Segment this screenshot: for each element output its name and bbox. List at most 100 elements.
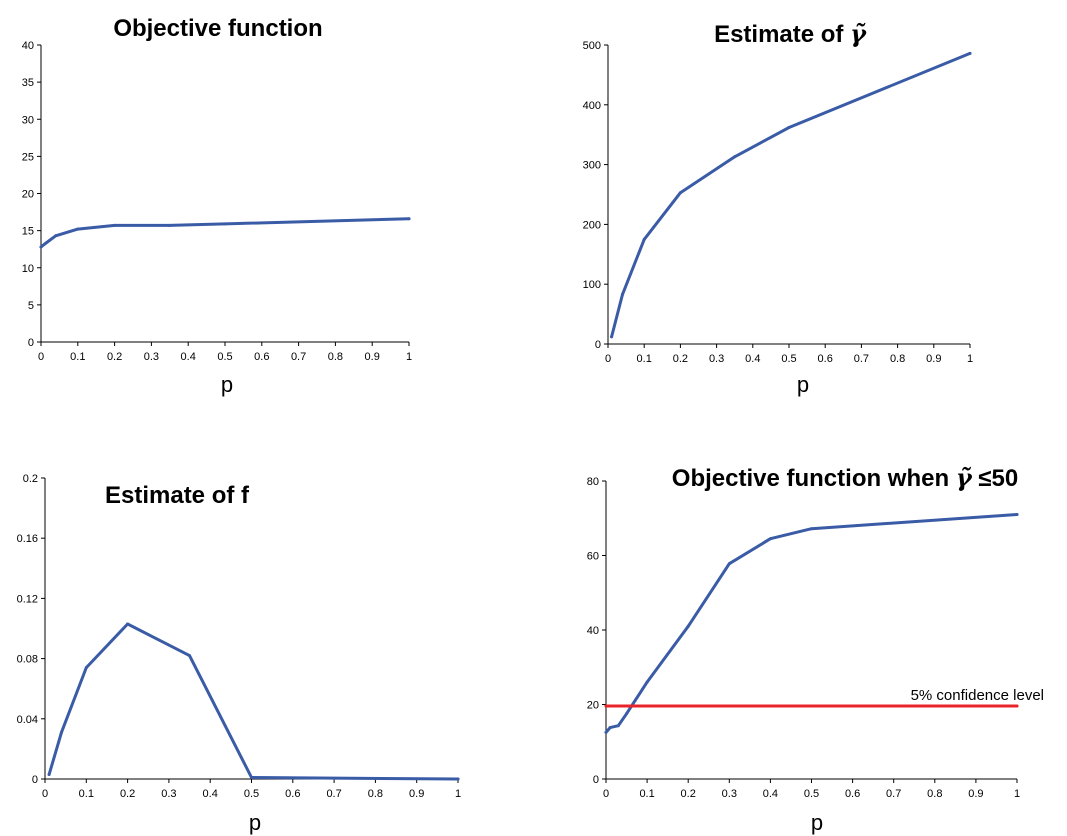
data-point	[604, 704, 608, 708]
data-point	[616, 724, 620, 728]
chart-panel-2: 0 100 200 300 400 500 0 0.1 0.2 0.3 0.4 0.5 0.6 0.7 0.…	[583, 19, 973, 397]
y-tick-label: 10	[22, 263, 34, 275]
x-tick-label: 0.1	[639, 788, 654, 800]
x-tick-label: 1	[455, 788, 461, 800]
x-tick-label: 0.9	[926, 353, 941, 365]
y-tick-label: 20	[587, 700, 599, 712]
x-tick-label: 0.3	[722, 788, 737, 800]
x-tick-label: 0.8	[927, 788, 942, 800]
x-axis-label: p	[221, 372, 233, 397]
x-axis-label: p	[249, 810, 261, 835]
data-point	[608, 726, 612, 730]
data-point	[250, 776, 253, 779]
y-tick-label: 15	[22, 226, 34, 238]
x-tick-label: 0.3	[144, 351, 159, 363]
x-tick-label: 0.2	[681, 788, 696, 800]
y-tick-label: 0.2	[23, 473, 38, 485]
y-tick-label: 60	[587, 551, 599, 563]
x-tick-label: 1	[967, 353, 973, 365]
y-tick-label: 0.12	[17, 593, 38, 605]
x-tick-label: 0.3	[161, 788, 176, 800]
x-tick-label: 0.2	[120, 788, 135, 800]
data-point	[43, 242, 47, 246]
x-tick-label: 0.7	[886, 788, 901, 800]
data-point	[968, 51, 972, 55]
data-point	[456, 777, 460, 781]
x-tick-label: 0.7	[854, 353, 869, 365]
x-tick-label: 0.2	[107, 351, 122, 363]
x-tick-label: 0	[605, 353, 611, 365]
x-tick-label: 0.3	[709, 353, 724, 365]
chart-title: Objective function	[113, 15, 322, 42]
x-tick-label: 0.1	[70, 351, 85, 363]
data-point	[733, 155, 737, 159]
chart-title: Estimate of f	[105, 482, 250, 509]
x-tick-label: 0.6	[818, 353, 833, 365]
x-tick-label: 0.5	[804, 788, 819, 800]
data-point	[1015, 704, 1019, 708]
x-tick-label: 0	[42, 788, 48, 800]
y-tick-label: 35	[22, 77, 34, 89]
data-point	[113, 223, 117, 227]
data-point	[625, 712, 628, 716]
x-tick-label: 0.6	[285, 788, 300, 800]
data-point	[84, 666, 88, 670]
data-point	[768, 537, 772, 541]
x-tick-label: 0.4	[203, 788, 218, 800]
y-tick-label: 100	[583, 279, 601, 291]
x-axis-label: p	[797, 372, 809, 397]
x-tick-label: 0	[38, 351, 44, 363]
data-point	[678, 191, 682, 195]
x-tick-label: 0.4	[763, 788, 778, 800]
y-tick-label: 20	[22, 189, 34, 201]
data-point	[54, 234, 58, 238]
data-point	[188, 654, 191, 658]
data-series-line	[610, 51, 972, 339]
y-tick-label: 0.16	[17, 533, 38, 545]
x-tick-label: 0.2	[673, 353, 688, 365]
data-point	[686, 624, 690, 628]
data-point	[604, 730, 608, 734]
x-tick-label: 0.8	[890, 353, 905, 365]
data-point	[76, 227, 80, 231]
data-point	[168, 223, 172, 227]
y-tick-label: 0	[595, 339, 601, 351]
data-series-line	[47, 622, 460, 781]
x-tick-label: 0.7	[326, 788, 341, 800]
y-tick-label: 40	[587, 625, 599, 637]
x-tick-label: 0.4	[181, 351, 196, 363]
y-tick-label: 0.04	[17, 714, 38, 726]
x-tick-label: 0.6	[845, 788, 860, 800]
y-tick-label: 25	[22, 151, 34, 163]
data-point	[727, 562, 731, 566]
data-point	[787, 126, 791, 129]
data-point	[621, 292, 624, 296]
data-point	[407, 217, 411, 221]
x-tick-label: 0.4	[745, 353, 760, 365]
data-point	[60, 730, 63, 734]
y-tick-label: 200	[583, 219, 601, 231]
x-tick-label: 0.6	[254, 351, 269, 363]
chart-title: Objective function when γ̃ ≤50	[672, 463, 1018, 492]
y-tick-label: 80	[587, 476, 599, 488]
x-tick-label: 0.5	[781, 353, 796, 365]
x-tick-label: 0.1	[637, 353, 652, 365]
x-tick-label: 0.1	[79, 788, 94, 800]
data-point	[223, 222, 227, 226]
chart-panel-4: 0 20 40 60 80 0 0.1 0.2 0.3 0.4 0.5 0.6 0.7 0.8 0.9 1 Ob…	[587, 463, 1044, 835]
x-tick-label: 0.5	[217, 351, 232, 363]
data-point	[1015, 513, 1019, 516]
y-tick-label: 0	[28, 337, 34, 349]
y-tick-label: 0	[593, 774, 599, 786]
data-point	[47, 773, 51, 776]
y-tick-label: 400	[583, 100, 601, 112]
y-tick-label: 5	[28, 300, 34, 312]
x-tick-label: 0.8	[368, 788, 383, 800]
x-tick-label: 0.9	[365, 351, 380, 363]
x-tick-label: 0.9	[968, 788, 983, 800]
confidence-level-annotation: 5% confidence level	[911, 687, 1044, 704]
data-point	[645, 680, 649, 684]
y-tick-label: 30	[22, 114, 34, 126]
chart-panel-1: 0 5 10 15 20 25 30 35 40 0 0.1 0.2 0.3 0.4 0.5 0.6 0.7 0.…	[22, 15, 412, 397]
